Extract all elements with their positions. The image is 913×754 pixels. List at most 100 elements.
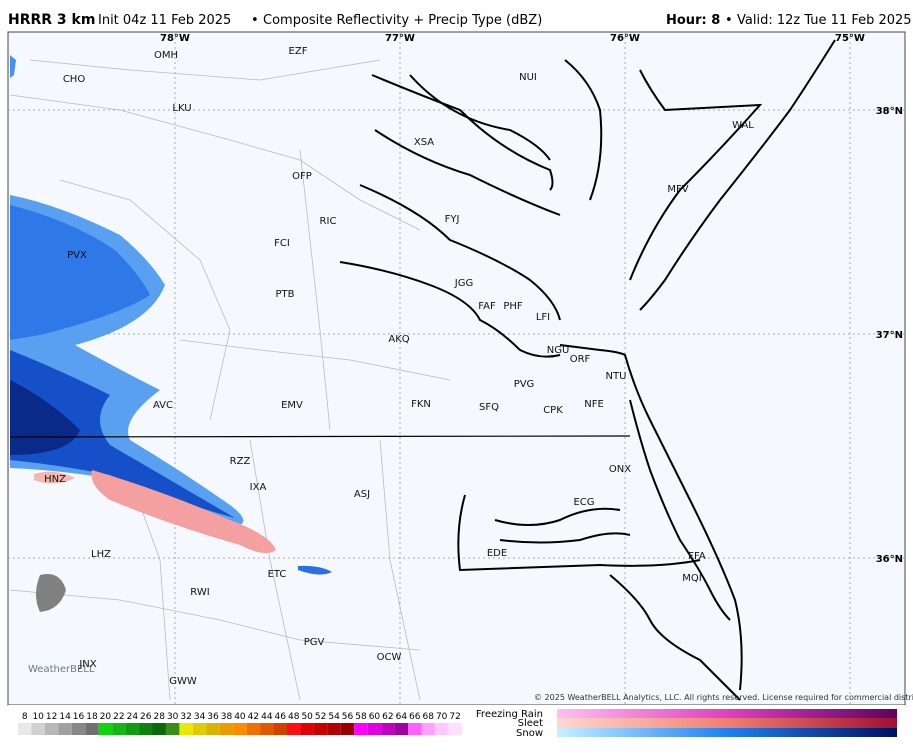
dbz-swatch <box>179 723 193 735</box>
dbz-swatch <box>246 723 261 735</box>
station-label: PVX <box>67 250 87 261</box>
dbz-swatch <box>206 723 220 735</box>
dbz-tick-label: 20 <box>100 712 112 722</box>
station-label: PHF <box>503 301 523 312</box>
dbz-swatch <box>112 723 126 735</box>
station-label: NTU <box>606 371 627 382</box>
dbz-tick-label: 8 <box>22 712 28 722</box>
station-label: MQI <box>682 573 701 584</box>
longitude-label: 78°W <box>160 33 190 44</box>
dbz-swatch <box>381 723 395 735</box>
dbz-swatch <box>434 723 449 735</box>
station-label: ORF <box>570 354 591 365</box>
dbz-tick-label: 18 <box>86 712 98 722</box>
station-label: EZF <box>289 46 308 57</box>
dbz-swatch <box>165 723 180 735</box>
dbz-tick-label: 68 <box>422 712 434 722</box>
dbz-swatch <box>340 723 355 735</box>
dbz-swatch <box>71 723 86 735</box>
dbz-tick-label: 60 <box>369 712 381 722</box>
dbz-swatch <box>192 723 207 735</box>
station-label: OCW <box>377 652 402 663</box>
dbz-swatch <box>287 723 301 735</box>
station-label: FCI <box>274 238 290 249</box>
longitude-label: 77°W <box>385 33 415 44</box>
station-label: ASJ <box>354 489 370 500</box>
latitude-label: 37°N <box>876 330 903 341</box>
station-label: JGG <box>454 278 473 289</box>
dbz-swatch <box>394 723 409 735</box>
snow-scale <box>557 728 897 737</box>
valid-time: Valid: 12z Tue 11 Feb 2025 <box>737 13 912 28</box>
state-line <box>9 435 631 438</box>
station-label: GWW <box>169 676 197 687</box>
dbz-tick-label: 52 <box>315 712 326 722</box>
station-label: PTB <box>276 289 295 300</box>
dbz-tick-label: 56 <box>342 712 354 722</box>
station-label: NGU <box>547 345 570 356</box>
precip-type-label: Sleet <box>518 718 543 729</box>
dbz-tick-label: 38 <box>221 712 233 722</box>
station-label: EMV <box>281 400 303 411</box>
station-label: FFA <box>688 551 706 562</box>
dbz-tick-label: 62 <box>382 712 393 722</box>
init-time: Init 04z 11 Feb 2025 <box>98 13 231 28</box>
graticule <box>8 32 905 705</box>
dbz-tick-label: 64 <box>396 712 408 722</box>
station-label: LKU <box>172 103 191 114</box>
dbz-swatch <box>233 723 247 735</box>
dbz-swatch <box>421 723 435 735</box>
dbz-swatch <box>85 723 99 735</box>
station-label: OFP <box>292 171 312 182</box>
station-label: AKQ <box>388 334 409 345</box>
dbz-tick-label: 58 <box>355 712 367 722</box>
station-label: CPK <box>543 405 563 416</box>
station-label: FKN <box>411 399 431 410</box>
dbz-tick-label: 72 <box>449 712 460 722</box>
dbz-swatch <box>367 723 382 735</box>
station-label: NFE <box>584 399 604 410</box>
station-label: RIC <box>320 216 337 227</box>
dbz-swatch <box>260 723 274 735</box>
station-label: ONX <box>609 464 631 475</box>
station-label: NUI <box>519 72 537 83</box>
dbz-tick-label: 32 <box>180 712 191 722</box>
dbz-tick-label: 24 <box>127 712 139 722</box>
map-frame <box>7 31 906 706</box>
station-label: JNX <box>78 659 96 670</box>
dbz-swatch <box>448 723 462 735</box>
station-label: RWI <box>190 587 209 598</box>
dbz-tick-label: 26 <box>140 712 152 722</box>
longitude-label: 76°W <box>610 33 640 44</box>
dbz-swatch <box>354 723 368 735</box>
station-label: HNZ <box>44 474 66 485</box>
precip-type-label: Freezing Rain <box>476 709 543 720</box>
logo: WeatherBELL <box>28 664 95 675</box>
dbz-tick-label: 34 <box>194 712 206 722</box>
dbz-tick-label: 10 <box>32 712 44 722</box>
separator: • <box>725 13 733 28</box>
station-label: MFV <box>667 184 688 195</box>
dbz-swatch <box>44 723 59 735</box>
freezing-rain-scale <box>557 709 897 718</box>
dbz-tick-label: 70 <box>436 712 448 722</box>
dbz-swatch <box>408 723 422 735</box>
station-label: RZZ <box>230 456 251 467</box>
station-label: XSA <box>414 137 434 148</box>
sleet-scale <box>557 718 897 728</box>
station-label: LFI <box>536 312 550 323</box>
latitude-label: 36°N <box>876 554 903 565</box>
station-label: FYJ <box>445 214 460 225</box>
dbz-swatch <box>152 723 166 735</box>
station-label: ECG <box>573 497 594 508</box>
longitude-label: 75°W <box>835 33 865 44</box>
dbz-swatch <box>327 723 341 735</box>
dbz-swatch <box>18 723 32 735</box>
dbz-swatch <box>313 723 328 735</box>
model-name: HRRR 3 km <box>8 12 95 28</box>
station-label: IXA <box>250 482 267 493</box>
dbz-swatch <box>125 723 140 735</box>
dbz-tick-label: 12 <box>46 712 57 722</box>
